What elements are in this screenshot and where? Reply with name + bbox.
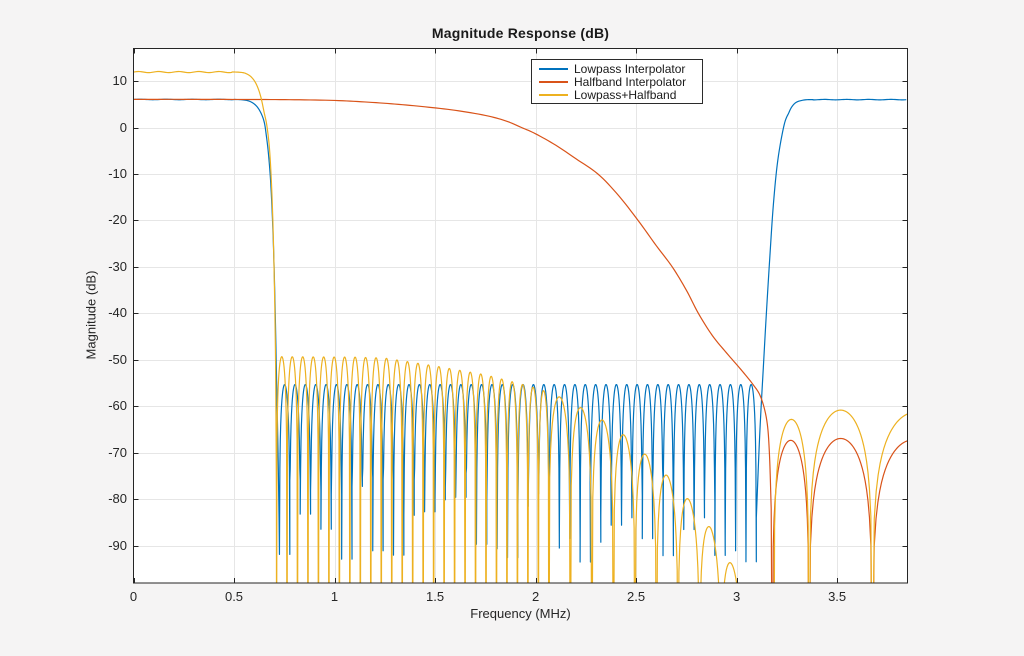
legend-item[interactable]: Lowpass Interpolator xyxy=(532,61,702,76)
y-tick-label: -30 xyxy=(108,258,127,274)
y-tick-label: 0 xyxy=(119,119,127,135)
x-tick-label: 2.5 xyxy=(627,589,646,604)
y-tick-label: -70 xyxy=(108,444,127,460)
legend-line-sample xyxy=(539,80,568,83)
y-tick-label: -50 xyxy=(108,351,127,367)
y-tick-label: 10 xyxy=(112,73,127,89)
legend-item-label: Lowpass Interpolator xyxy=(574,61,686,76)
x-tick-label: 1.5 xyxy=(426,589,445,604)
y-tick-label: -80 xyxy=(108,491,127,507)
x-tick-label: 1 xyxy=(330,589,339,604)
x-tick-label: 3 xyxy=(732,589,741,604)
x-tick-label: 0.5 xyxy=(224,589,244,604)
x-axis-label: Frequency (MHz) xyxy=(470,606,571,621)
x-tick-label: 2 xyxy=(531,589,540,604)
legend[interactable]: Lowpass Interpolator Halfband Interpolato… xyxy=(531,59,703,104)
legend-item-label: Lowpass+Halfband xyxy=(574,87,677,102)
y-tick-label: -20 xyxy=(108,212,127,228)
y-tick-label: -90 xyxy=(108,537,127,553)
y-tick-label: -10 xyxy=(108,165,127,181)
legend-item[interactable]: Lowpass+Halfband xyxy=(532,87,702,102)
x-tick-label: 0 xyxy=(129,589,138,604)
y-tick-label: -60 xyxy=(108,398,127,414)
y-tick-label: -40 xyxy=(108,305,127,321)
legend-line-sample xyxy=(539,67,568,70)
chart-title: Magnitude Response (dB) xyxy=(431,25,610,41)
legend-item[interactable]: Halfband Interpolator xyxy=(532,74,702,89)
legend-line-sample xyxy=(539,93,568,96)
legend-item-label: Halfband Interpolator xyxy=(574,74,687,89)
x-tick-label: 3.5 xyxy=(828,589,847,604)
